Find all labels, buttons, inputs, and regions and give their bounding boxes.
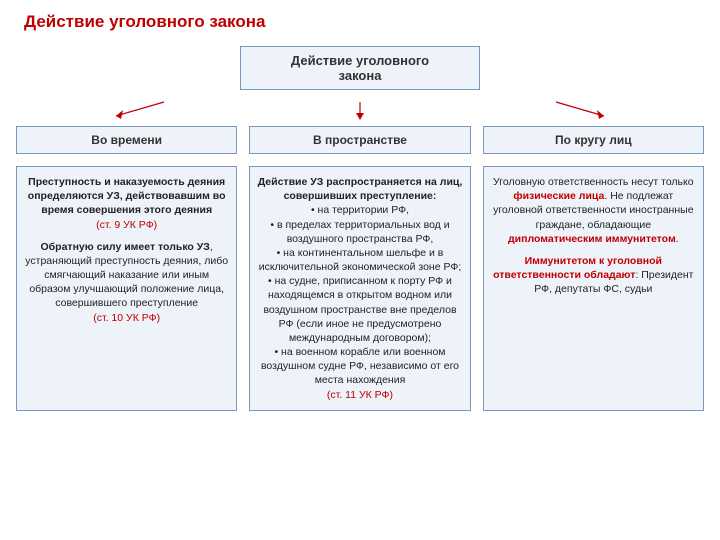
- arrow-left-icon: [106, 100, 166, 122]
- header-persons: По кругу лиц: [483, 126, 704, 154]
- space-ref: (ст. 11 УК РФ): [327, 389, 393, 401]
- content-persons: Уголовную ответственность несут только ф…: [483, 166, 704, 411]
- space-b5: • на военном корабле или военном воздушн…: [256, 345, 463, 388]
- content-row: Преступность и наказуемость деяния опред…: [16, 166, 704, 411]
- persons-p1d: дипломатическим иммунитетом: [508, 233, 676, 245]
- time-p1-bold: Преступность и наказуемость деяния опред…: [28, 176, 226, 216]
- content-space: Действие УЗ распространяется на лиц, сов…: [249, 166, 470, 411]
- persons-para-2: Иммунитетом к уголовной ответственности …: [490, 254, 697, 297]
- header-space: В пространстве: [249, 126, 470, 154]
- persons-p1b: физические лица: [513, 190, 604, 202]
- space-b2: • в пределах территориальных вод и возду…: [256, 218, 463, 246]
- content-time: Преступность и наказуемость деяния опред…: [16, 166, 237, 411]
- root-box: Действие уголовного закона: [240, 46, 480, 90]
- time-p2-bold: Обратную силу имеет только УЗ: [41, 241, 210, 253]
- space-intro: Действие УЗ распространяется на лиц, сов…: [258, 176, 463, 202]
- space-para: Действие УЗ распространяется на лиц, сов…: [256, 175, 463, 402]
- time-para-1: Преступность и наказуемость деяния опред…: [23, 175, 230, 232]
- persons-p1a: Уголовную ответственность несут только: [493, 176, 694, 188]
- persons-p1e: .: [676, 233, 679, 245]
- arrow-down-icon: [350, 100, 370, 122]
- persons-para-1: Уголовную ответственность несут только ф…: [490, 175, 697, 246]
- time-para-2: Обратную силу имеет только УЗ, устраняющ…: [23, 240, 230, 325]
- time-p2-ref: (ст. 10 УК РФ): [93, 312, 160, 324]
- space-b1: • на территории РФ,: [256, 203, 463, 217]
- space-b4: • на судне, приписанном к порту РФ и нах…: [256, 274, 463, 345]
- arrow-row: [16, 100, 704, 122]
- arrow-right-icon: [554, 100, 614, 122]
- time-p1-ref: (ст. 9 УК РФ): [96, 219, 157, 231]
- page-title: Действие уголовного закона: [24, 12, 704, 32]
- header-row: Во времени В пространстве По кругу лиц: [16, 126, 704, 154]
- header-time: Во времени: [16, 126, 237, 154]
- space-b3: • на континентальном шельфе и в исключит…: [256, 246, 463, 274]
